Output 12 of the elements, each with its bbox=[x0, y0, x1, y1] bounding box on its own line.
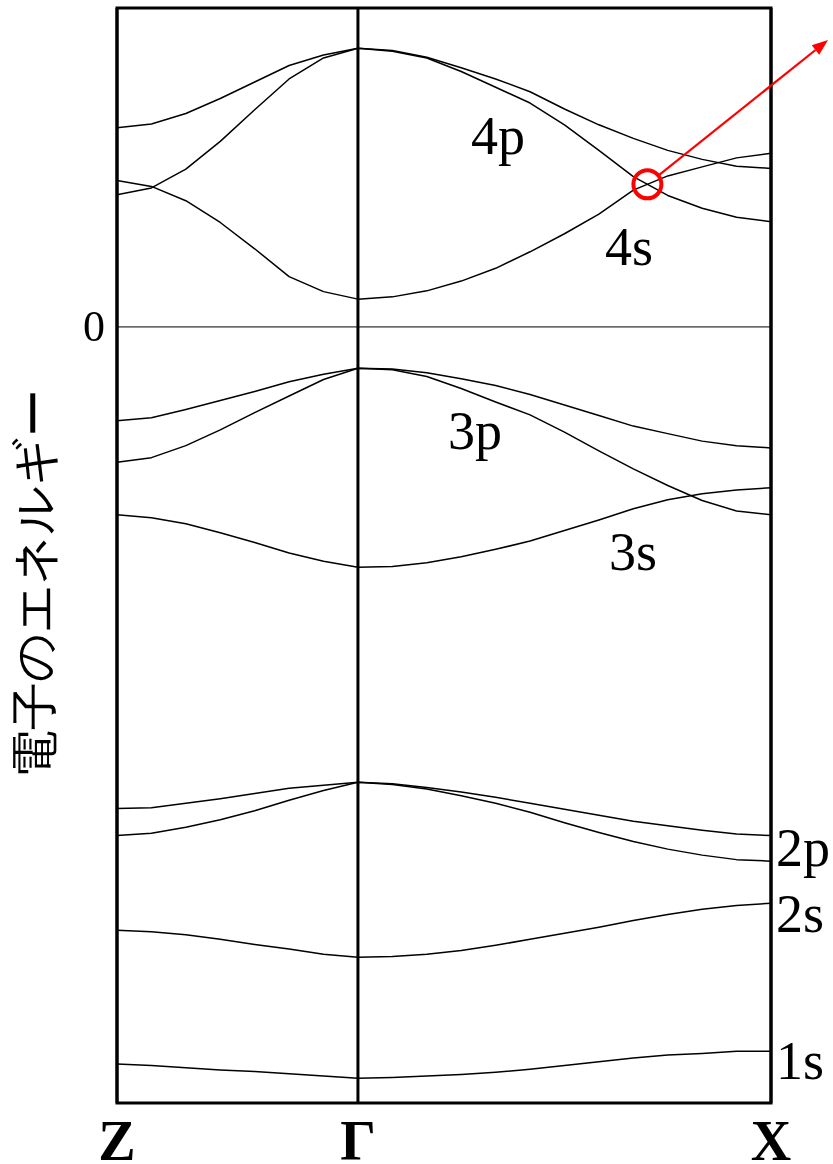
annotation: 2p bbox=[776, 818, 830, 878]
x-tick-label: X bbox=[750, 1110, 792, 1164]
x-tick-label: Z bbox=[98, 1110, 136, 1164]
annotation: 1s bbox=[776, 1031, 824, 1091]
annotation: 4s bbox=[605, 217, 653, 277]
annotation: 3s bbox=[609, 522, 657, 582]
annotation: 3p bbox=[448, 401, 502, 461]
ref-line-label: 0 bbox=[83, 302, 105, 352]
y-axis-title: 電子のエネルギー bbox=[6, 389, 62, 778]
annotation: 2s bbox=[776, 884, 824, 944]
annotation: 4p bbox=[471, 106, 525, 166]
x-tick-label: Γ bbox=[340, 1110, 376, 1164]
